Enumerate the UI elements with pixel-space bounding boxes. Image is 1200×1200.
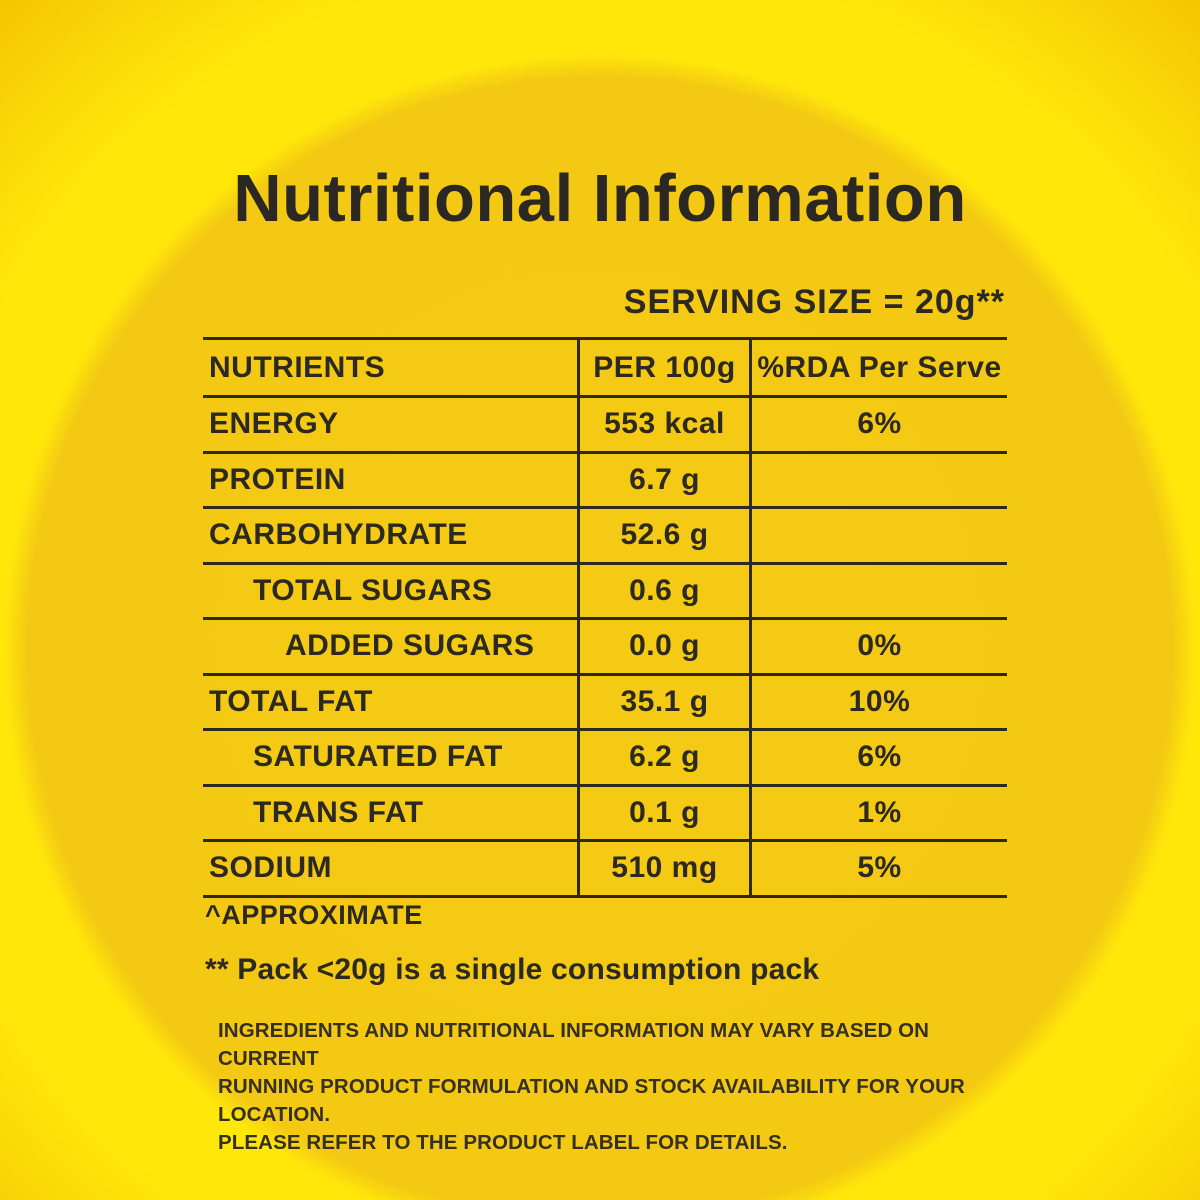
row-label: TRANS FAT bbox=[253, 795, 424, 829]
row-per100g-value: 0.0 g bbox=[577, 620, 749, 673]
footnote-pack-size: ** Pack <20g is a single consumption pac… bbox=[205, 953, 820, 986]
row-rda-value bbox=[749, 509, 1007, 562]
row-per100g-value: 6.2 g bbox=[577, 731, 749, 784]
row-per100g-value: 510 mg bbox=[577, 842, 749, 895]
table-header-row: NUTRIENTS PER 100g %RDA Per Serve bbox=[203, 340, 1007, 398]
header-rda-per-serve: %RDA Per Serve bbox=[749, 340, 1007, 395]
page-title: Nutritional Information bbox=[233, 161, 967, 236]
row-rda-value: 5% bbox=[749, 842, 1007, 895]
table-row-sodium: SODIUM 510 mg 5% bbox=[203, 842, 1007, 898]
disclaimer-line-2: RUNNING PRODUCT FORMULATION AND STOCK AV… bbox=[218, 1075, 965, 1126]
row-rda-value bbox=[749, 564, 1007, 617]
disclaimer-text: INGREDIENTS AND NUTRITIONAL INFORMATION … bbox=[218, 1017, 978, 1157]
row-label: ADDED SUGARS bbox=[285, 629, 535, 663]
row-per100g-value: 35.1 g bbox=[577, 675, 749, 728]
serving-size-text: SERVING SIZE = 20g** bbox=[623, 283, 1005, 321]
row-per100g-value: 6.7 g bbox=[577, 453, 749, 506]
table-row-total-sugars: TOTAL SUGARS 0.6 g bbox=[203, 564, 1007, 620]
row-label: PROTEIN bbox=[209, 462, 346, 496]
disclaimer-line-1: INGREDIENTS AND NUTRITIONAL INFORMATION … bbox=[218, 1019, 930, 1070]
table-row-saturated-fat: SATURATED FAT 6.2 g 6% bbox=[203, 731, 1007, 787]
header-nutrients: NUTRIENTS bbox=[209, 350, 386, 384]
header-per-100g: PER 100g bbox=[577, 340, 749, 395]
table-row-added-sugars: ADDED SUGARS 0.0 g 0% bbox=[203, 620, 1007, 676]
row-rda-value: 10% bbox=[749, 675, 1007, 728]
row-rda-value bbox=[749, 453, 1007, 506]
footnote-approximate: ^APPROXIMATE bbox=[205, 900, 423, 930]
row-label: TOTAL FAT bbox=[209, 684, 373, 718]
table-row-energy: ENERGY 553 kcal 6% bbox=[203, 398, 1007, 454]
row-label: CARBOHYDRATE bbox=[209, 518, 468, 552]
table-row-carbohydrate: CARBOHYDRATE 52.6 g bbox=[203, 509, 1007, 565]
row-rda-value: 6% bbox=[749, 398, 1007, 451]
row-per100g-value: 52.6 g bbox=[577, 509, 749, 562]
disclaimer-line-3: PLEASE REFER TO THE PRODUCT LABEL FOR DE… bbox=[218, 1131, 788, 1154]
row-per100g-value: 553 kcal bbox=[577, 398, 749, 451]
row-label: TOTAL SUGARS bbox=[253, 573, 493, 607]
table-row-trans-fat: TRANS FAT 0.1 g 1% bbox=[203, 786, 1007, 842]
nutrition-table: NUTRIENTS PER 100g %RDA Per Serve ENERGY… bbox=[203, 337, 1007, 898]
row-per100g-value: 0.1 g bbox=[577, 786, 749, 839]
row-rda-value: 0% bbox=[749, 620, 1007, 673]
row-rda-value: 6% bbox=[749, 731, 1007, 784]
row-rda-value: 1% bbox=[749, 786, 1007, 839]
table-row-protein: PROTEIN 6.7 g bbox=[203, 453, 1007, 509]
table-row-total-fat: TOTAL FAT 35.1 g 10% bbox=[203, 675, 1007, 731]
row-label: SODIUM bbox=[209, 851, 332, 885]
row-label: SATURATED FAT bbox=[253, 740, 503, 774]
row-per100g-value: 0.6 g bbox=[577, 564, 749, 617]
row-label: ENERGY bbox=[209, 407, 339, 441]
